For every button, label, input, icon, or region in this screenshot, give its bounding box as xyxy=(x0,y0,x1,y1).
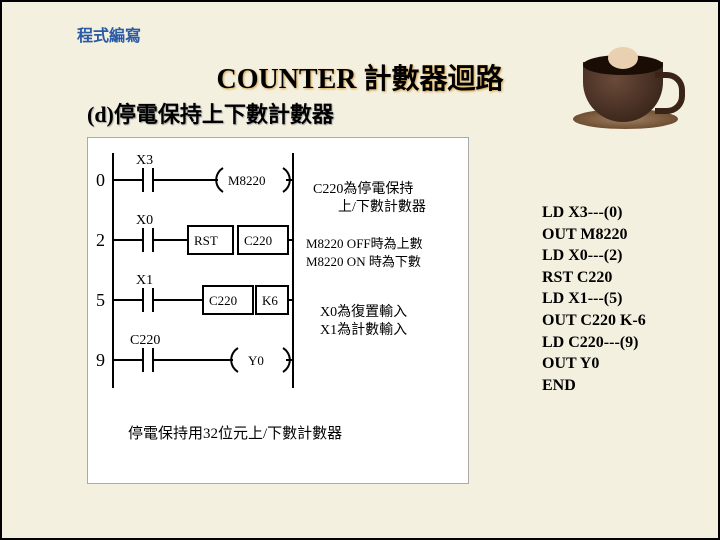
contact-c220: C220 xyxy=(130,333,160,348)
anno-c220-l1: C220為停電保持 xyxy=(313,180,413,197)
page-title: COUNTER 計數器迴路 xyxy=(216,57,503,97)
coil-y0: Y0 xyxy=(248,353,264,368)
code-line: OUT Y0 xyxy=(542,353,646,375)
code-line: LD X0---(2) xyxy=(542,245,646,267)
step-9: 9 xyxy=(96,350,105,370)
code-line: LD X3---(0) xyxy=(542,202,646,224)
contact-x3: X3 xyxy=(136,153,153,168)
anno-m8220-off: M8220 OFF時為上數 xyxy=(306,236,423,251)
anno-x1: X1為計數輸入 xyxy=(320,322,407,338)
coffee-cup-decoration xyxy=(573,37,683,127)
code-line: END xyxy=(542,375,646,397)
code-line: OUT M8220 xyxy=(542,224,646,246)
instruction-list: LD X3---(0) OUT M8220 LD X0---(2) RST C2… xyxy=(542,202,646,396)
step-2: 2 xyxy=(96,230,105,250)
code-line: LD C220---(9) xyxy=(542,332,646,354)
code-line: LD X1---(5) xyxy=(542,288,646,310)
ladder-caption: 停電保持用32位元上/下數計數器 xyxy=(128,425,342,442)
code-line: RST C220 xyxy=(542,267,646,289)
rst-label: RST xyxy=(194,233,218,248)
counter-c220: C220 xyxy=(209,293,237,308)
coil-m8220: M8220 xyxy=(228,173,266,188)
section-label: 程式編寫 xyxy=(77,22,141,46)
anno-m8220-on: M8220 ON 時為下數 xyxy=(306,254,421,269)
rst-target: C220 xyxy=(244,233,272,248)
step-0: 0 xyxy=(96,170,105,190)
step-5: 5 xyxy=(96,290,105,310)
anno-x0: X0為復置輸入 xyxy=(320,303,407,320)
subtitle: (d)停電保持上下數計數器 xyxy=(87,97,334,129)
contact-x0: X0 xyxy=(136,213,153,228)
counter-k6: K6 xyxy=(262,293,278,308)
anno-c220-l2: 上/下數計數器 xyxy=(338,199,426,215)
contact-x1: X1 xyxy=(136,273,153,288)
ladder-diagram: 0 X3 M8220 2 X0 RST C220 5 X1 C220 K6 xyxy=(87,137,469,484)
code-line: OUT C220 K-6 xyxy=(542,310,646,332)
